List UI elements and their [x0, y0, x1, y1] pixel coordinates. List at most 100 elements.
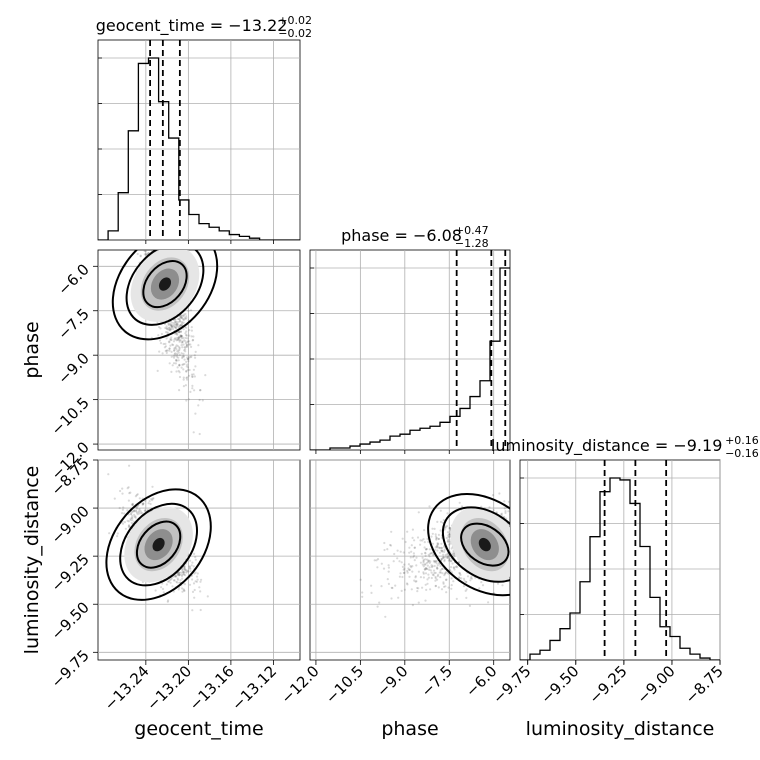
scatter-point: [517, 515, 519, 517]
scatter-point: [455, 597, 458, 601]
scatter-point: [399, 550, 402, 553]
scatter-point: [419, 576, 422, 579]
scatter-point: [160, 242, 162, 244]
scatter-point: [446, 540, 449, 543]
scatter-point: [185, 370, 188, 373]
scatter-point: [387, 564, 390, 567]
scatter-point: [131, 511, 134, 514]
scatter-point: [181, 571, 184, 574]
scatter-point: [128, 492, 131, 495]
scatter-point: [173, 320, 177, 324]
scatter-point: [183, 358, 186, 361]
scatter-point: [512, 535, 514, 537]
scatter-point: [176, 573, 179, 576]
scatter-point: [178, 375, 182, 379]
scatter-point: [158, 243, 160, 245]
scatter-point: [126, 487, 129, 490]
scatter-point: [113, 497, 116, 500]
scatter-point: [413, 559, 416, 562]
scatter-point: [174, 362, 177, 365]
scatter-point: [181, 363, 184, 366]
y-axis-label-phase: phase: [21, 321, 43, 378]
scatter-point: [440, 557, 444, 561]
scatter-point: [458, 576, 461, 579]
scatter-point: [189, 567, 192, 570]
scatter-point: [405, 582, 409, 585]
scatter-point: [435, 545, 438, 548]
scatter-point: [156, 369, 159, 372]
hist-panel-geocent_time-frame: [97, 39, 301, 241]
x-tick-label-luminosity_distance: −9.75: [489, 662, 534, 707]
scatter-point: [435, 536, 438, 539]
scatter-point: [414, 580, 417, 583]
scatter-point: [503, 500, 506, 503]
scatter-point: [440, 567, 444, 570]
scatter-point: [170, 338, 173, 341]
scatter-point: [194, 356, 197, 359]
scatter-point: [186, 357, 189, 361]
scatter-point: [175, 326, 178, 329]
scatter-point: [416, 536, 420, 539]
scatter-point: [189, 343, 192, 346]
scatter-point: [516, 575, 518, 577]
scatter-point: [449, 526, 452, 530]
scatter-point: [448, 533, 451, 536]
scatter-point: [189, 309, 193, 312]
scatter-point: [382, 567, 386, 570]
scatter-point: [448, 557, 451, 560]
scatter-point: [383, 541, 386, 545]
scatter-point: [182, 378, 185, 381]
scatter-point: [170, 577, 173, 580]
scatter-point: [191, 387, 194, 390]
scatter-point: [515, 579, 517, 581]
title-lower-geocent_time: −0.02: [278, 27, 312, 40]
scatter-point: [199, 389, 202, 392]
scatter-point: [433, 561, 436, 564]
title-upper-phase: +0.47: [455, 224, 489, 237]
scatter-point: [185, 399, 188, 402]
scatter-point: [152, 246, 154, 248]
scatter-point: [178, 363, 181, 366]
scatter-point: [174, 337, 177, 340]
scatter-point: [149, 502, 152, 506]
scatter-point: [376, 566, 379, 569]
scatter-point: [184, 574, 187, 577]
scatter-point: [406, 571, 409, 574]
scatter-point: [444, 553, 447, 557]
scatter-point: [183, 567, 186, 570]
scatter-point: [177, 330, 180, 333]
contour-1: [441, 506, 510, 583]
scatter-point: [514, 563, 516, 565]
scatter-point: [185, 315, 188, 318]
scatter-point: [167, 599, 170, 602]
scatter-point: [142, 502, 145, 505]
scatter-point: [190, 373, 194, 376]
scatter-point: [181, 587, 184, 590]
scatter-point: [518, 543, 520, 545]
scatter-point: [451, 552, 454, 555]
scatter-point: [149, 245, 151, 247]
scatter-point: [436, 543, 439, 546]
scatter-point: [188, 343, 191, 346]
scatter-point: [135, 506, 138, 509]
contour-2: [105, 488, 212, 601]
scatter-point: [417, 587, 420, 590]
scatter-point: [188, 374, 191, 377]
scatter-point: [177, 359, 180, 362]
contour-2: [427, 492, 510, 597]
scatter-point: [165, 583, 168, 586]
scatter-point: [390, 586, 393, 589]
scatter-point: [173, 338, 176, 341]
scatter-point: [373, 559, 376, 562]
scatter-point: [437, 542, 440, 546]
scatter-point: [183, 568, 186, 571]
scatter-point: [410, 550, 413, 553]
scatter-point: [158, 246, 160, 248]
scatter-point: [517, 530, 519, 532]
scatter-point: [170, 324, 173, 327]
scatter-point: [172, 243, 174, 245]
scatter-point: [158, 350, 161, 353]
scatter-point: [424, 552, 427, 555]
scatter-point: [511, 513, 513, 515]
scatter-point: [426, 564, 429, 567]
